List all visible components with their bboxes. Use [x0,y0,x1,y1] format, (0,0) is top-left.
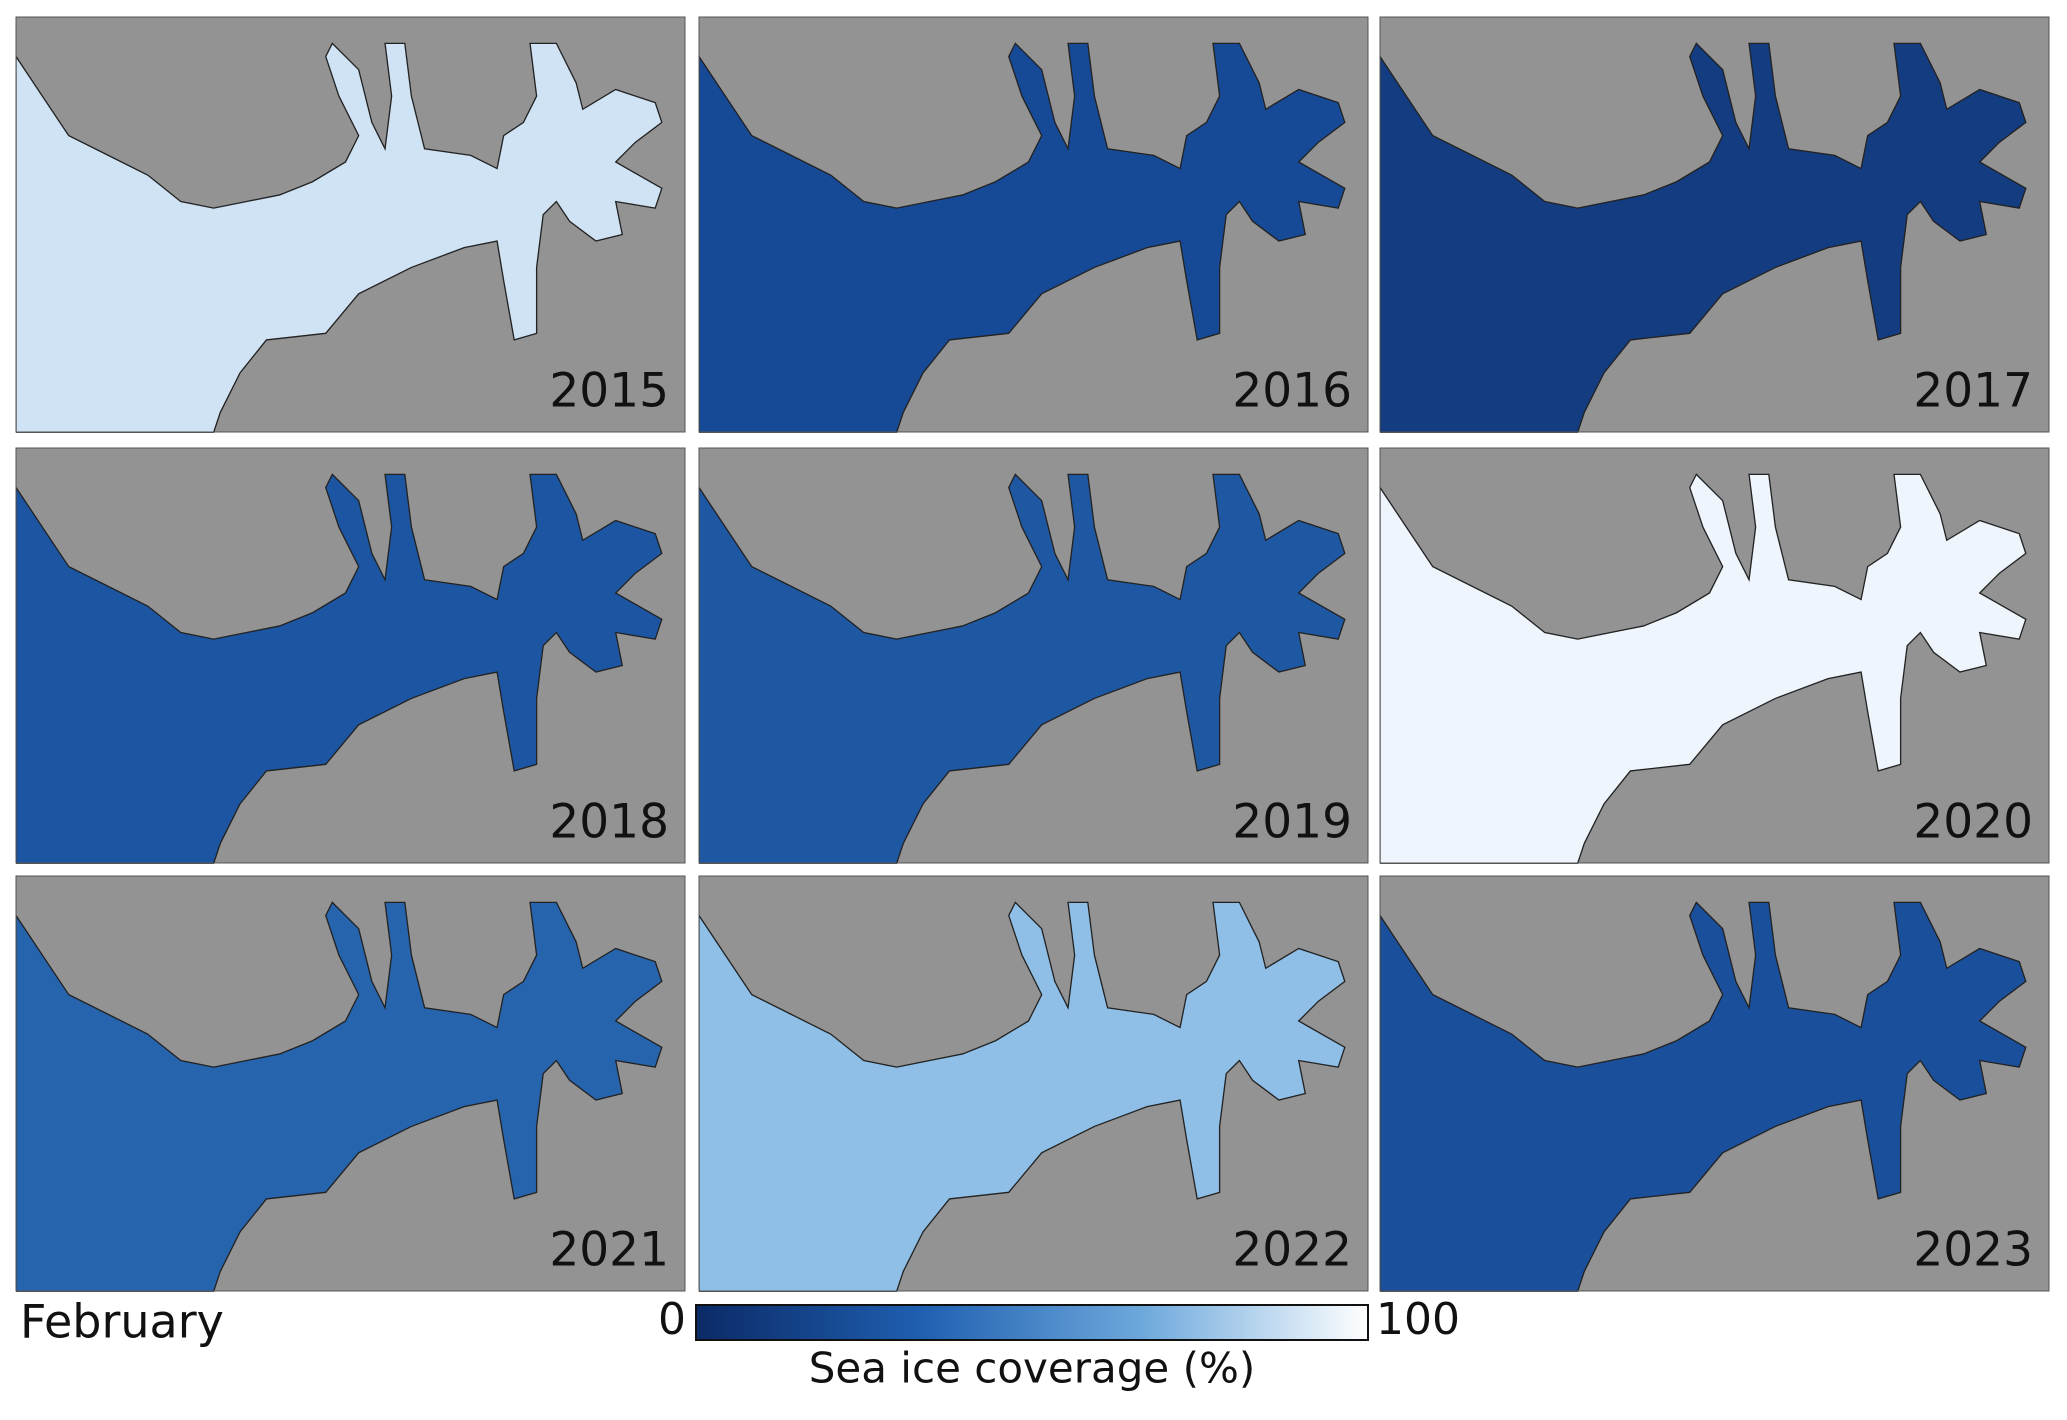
panel-border [1379,447,2050,864]
panel-border [698,447,1369,864]
panel-border [15,875,686,1292]
map-panel: 2016 [698,16,1369,433]
colorbar-max: 100 [1376,1294,1460,1345]
year-label: 2016 [1232,364,1352,419]
year-label: 2023 [1913,1223,2033,1278]
year-label: 2017 [1913,364,2033,419]
year-label: 2022 [1232,1223,1352,1278]
map-panel: 2020 [1379,447,2050,864]
colorbar-min: 0 [658,1294,686,1345]
map-panel: 2019 [698,447,1369,864]
year-label: 2018 [549,795,669,850]
year-label: 2015 [549,364,669,419]
year-label: 2020 [1913,795,2033,850]
map-panel: 2018 [15,447,686,864]
colorbar [695,1304,1369,1341]
map-panel: 2017 [1379,16,2050,433]
map-panel: 2022 [698,875,1369,1292]
map-panel: 2015 [15,16,686,433]
panel-border [1379,875,2050,1292]
year-label: 2021 [549,1223,669,1278]
map-panel: 2023 [1379,875,2050,1292]
month-caption: February [20,1295,224,1349]
year-label: 2019 [1232,795,1352,850]
map-panel: 2021 [15,875,686,1292]
colorbar-title: Sea ice coverage (%) [809,1344,1256,1393]
panel-border [15,16,686,433]
panel-border [698,16,1369,433]
panel-border [1379,16,2050,433]
panel-border [15,447,686,864]
panel-border [698,875,1369,1292]
